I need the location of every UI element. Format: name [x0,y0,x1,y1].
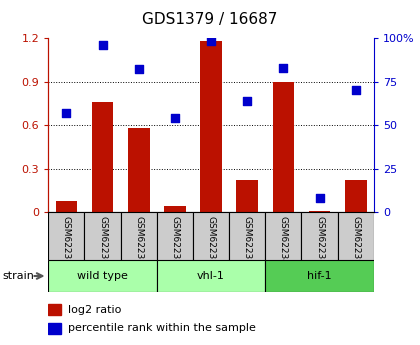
Bar [84,212,121,260]
Bar [121,212,157,260]
Bar [48,304,61,315]
Point [208,39,215,44]
Bar [302,212,338,260]
Point [135,67,142,72]
Bar [92,102,113,212]
Bar [157,212,193,260]
Bar [48,212,84,260]
Bar [345,180,367,212]
Text: GSM62235: GSM62235 [243,216,252,265]
Bar [48,260,157,292]
Bar [265,260,374,292]
Bar [157,260,265,292]
Text: GSM62231: GSM62231 [62,216,71,265]
Text: wild type: wild type [77,271,128,281]
Text: GSM62233: GSM62233 [207,216,215,265]
Text: GSM62236: GSM62236 [98,216,107,265]
Bar [265,212,302,260]
Text: percentile rank within the sample: percentile rank within the sample [68,323,256,333]
Bar [128,128,150,212]
Text: GDS1379 / 16687: GDS1379 / 16687 [142,12,278,27]
Bar [273,81,294,212]
Point [352,87,359,93]
Point [171,115,178,121]
Point [316,196,323,201]
Bar [55,200,77,212]
Bar [48,323,61,334]
Text: GSM62232: GSM62232 [171,216,179,265]
Bar [236,180,258,212]
Text: GSM62237: GSM62237 [134,216,143,265]
Bar [309,211,331,212]
Bar [338,212,374,260]
Bar [164,206,186,212]
Point [63,110,70,116]
Bar [193,212,229,260]
Text: vhl-1: vhl-1 [197,271,225,281]
Text: GSM62238: GSM62238 [315,216,324,265]
Text: strain: strain [2,271,34,281]
Bar [200,41,222,212]
Text: hif-1: hif-1 [307,271,332,281]
Bar [229,212,265,260]
Text: GSM62234: GSM62234 [279,216,288,265]
Point [99,42,106,48]
Point [280,65,287,70]
Text: GSM62239: GSM62239 [351,216,360,265]
Point [244,98,251,104]
Text: log2 ratio: log2 ratio [68,305,121,315]
